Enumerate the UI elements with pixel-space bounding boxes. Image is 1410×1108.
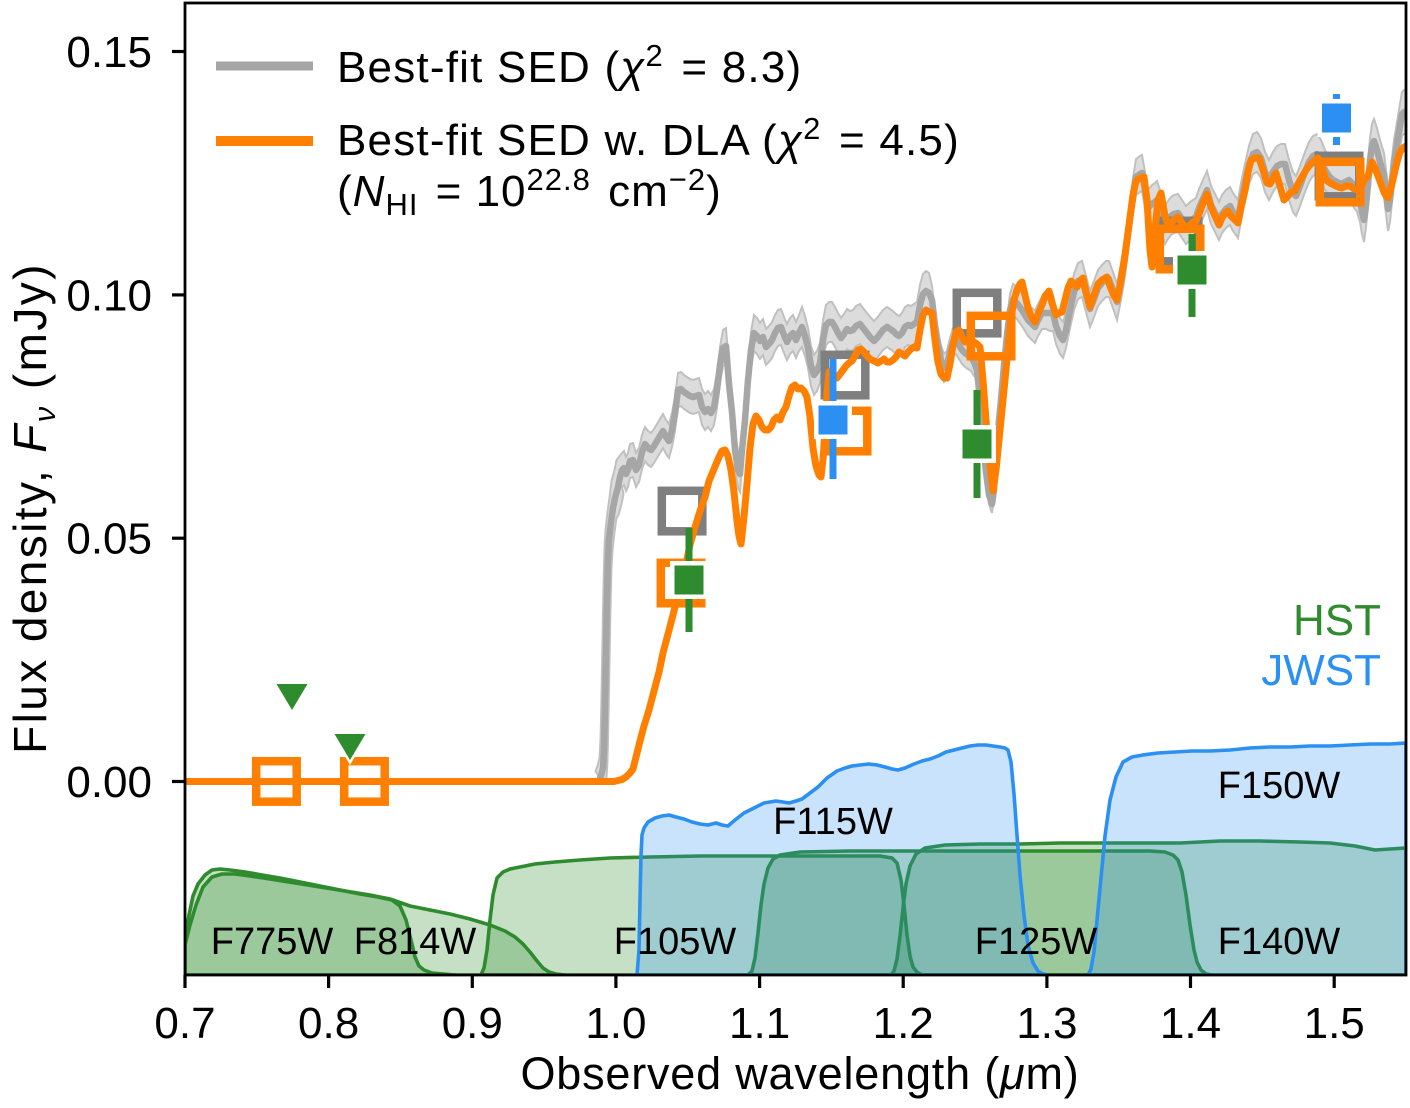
svg-text:F150W: F150W [1218,765,1341,807]
svg-text:Best-fit SED (χ2 = 8.3): Best-fit SED (χ2 = 8.3) [337,38,802,92]
svg-text:F814W: F814W [354,921,477,963]
svg-text:0.15: 0.15 [66,28,152,77]
svg-text:0.7: 0.7 [154,999,215,1048]
svg-text:HST: HST [1293,596,1381,645]
svg-text:1.5: 1.5 [1304,999,1365,1048]
svg-text:F140W: F140W [1218,921,1341,963]
svg-text:F115W: F115W [773,801,893,843]
svg-text:F125W: F125W [975,921,1098,963]
svg-text:Observed wavelength (μm): Observed wavelength (μm) [520,1048,1079,1099]
svg-text:Flux density, Fν (mJy): Flux density, Fν (mJy) [4,262,62,754]
svg-text:1.4: 1.4 [1160,999,1221,1048]
svg-text:0.9: 0.9 [442,999,503,1048]
svg-text:JWST: JWST [1261,646,1381,695]
svg-text:F775W: F775W [211,921,334,963]
svg-text:0.10: 0.10 [66,271,152,320]
svg-text:F105W: F105W [614,921,737,963]
svg-text:0.00: 0.00 [66,758,152,807]
svg-text:1.0: 1.0 [585,999,646,1048]
svg-text:Best-fit SED w. DLA (χ2 = 4.5): Best-fit SED w. DLA (χ2 = 4.5) [337,111,960,165]
svg-text:1.3: 1.3 [1016,999,1077,1048]
svg-text:0.05: 0.05 [66,515,152,564]
svg-text:1.1: 1.1 [729,999,790,1048]
svg-text:0.8: 0.8 [298,999,359,1048]
svg-text:1.2: 1.2 [873,999,934,1048]
